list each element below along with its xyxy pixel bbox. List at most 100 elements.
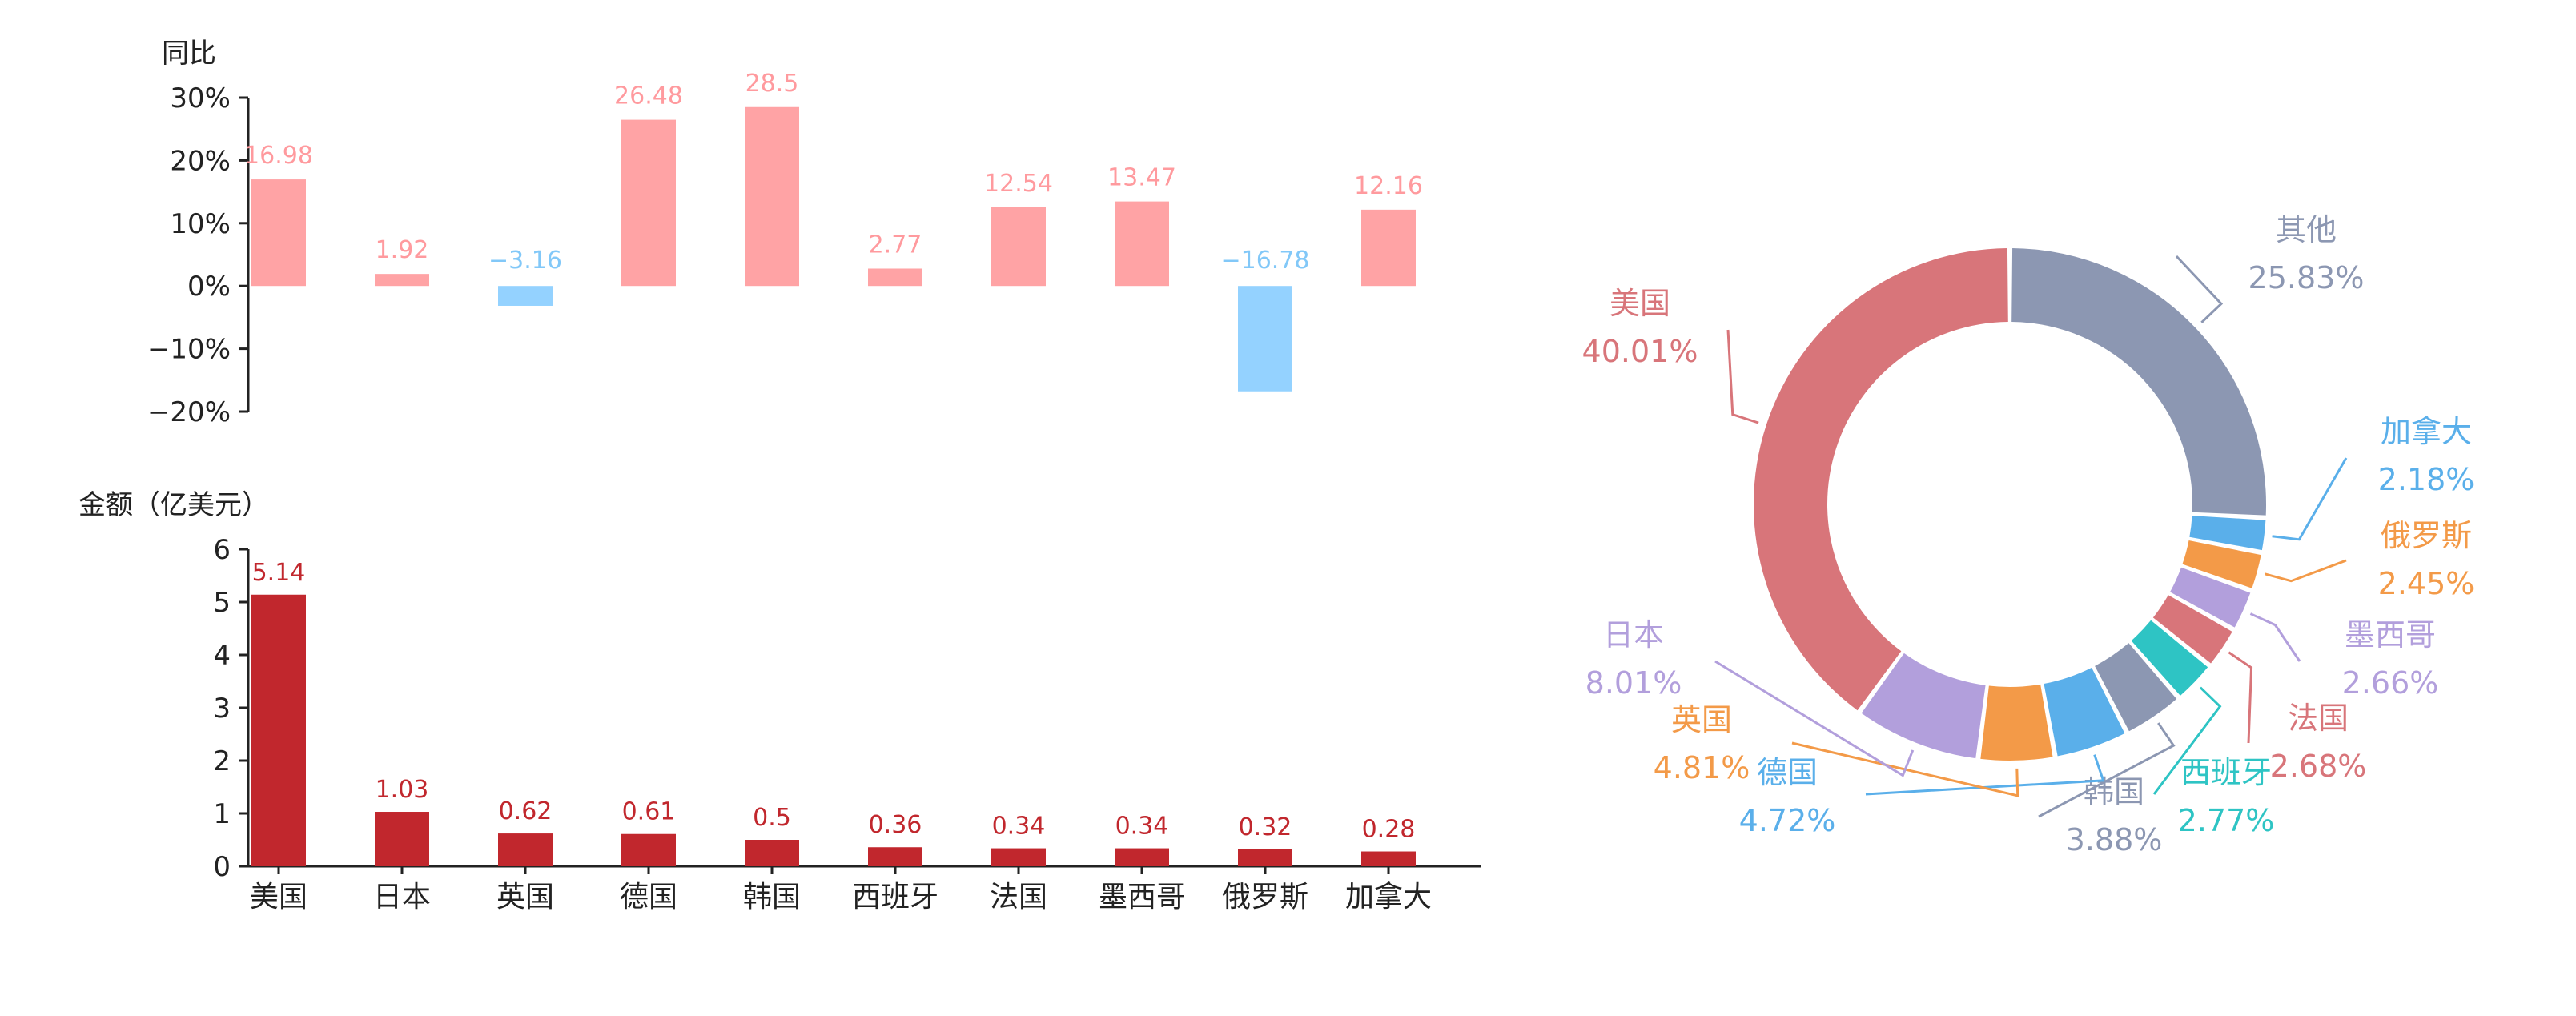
donut-leader-line [1726, 329, 1759, 424]
yoy-bar-value-label: 13.47 [1107, 164, 1176, 192]
amount-bar [1238, 849, 1292, 866]
yoy-bar-value-label: 28.5 [745, 70, 799, 98]
amount-bar-value-label: 0.61 [622, 798, 676, 826]
yoy-bar [745, 106, 799, 287]
donut-slice-name: 其他 [2276, 212, 2337, 247]
donut-slice [1980, 684, 2053, 761]
donut-slice-percent: 2.68% [2270, 749, 2367, 784]
amount-bar [868, 847, 922, 866]
donut-slice-name: 日本 [1603, 617, 1664, 653]
yoy-bar [251, 179, 306, 287]
yoy-bar-value-label: −3.16 [488, 247, 562, 275]
donut-leader-line [1791, 741, 2019, 797]
amount-bar [1115, 848, 1169, 866]
amount-bar [621, 833, 676, 866]
donut-slice-percent: 4.72% [1739, 803, 1836, 838]
donut-leader-line [2038, 722, 2176, 818]
category-label: 法国 [990, 881, 1047, 914]
donut-leader-line [1865, 754, 2105, 796]
amount-bar-value-label: 0.28 [1362, 816, 1416, 844]
donut-slice-percent: 8.01% [1585, 665, 1682, 701]
yoy-bar-value-label: 16.98 [244, 142, 313, 170]
amount-y-tick-label: 1 [213, 798, 231, 830]
category-label: 墨西哥 [1099, 881, 1185, 914]
donut-slice [2095, 643, 2177, 732]
category-label: 美国 [250, 881, 307, 914]
donut-leader-line [2249, 612, 2301, 662]
yoy-bar-value-label: 12.16 [1354, 172, 1423, 200]
yoy-bar-value-label: 1.92 [376, 236, 429, 264]
yoy-bar [375, 274, 429, 287]
donut-slice [2131, 620, 2208, 696]
donut-leader-line [2152, 686, 2222, 795]
donut-slice-percent: 2.66% [2342, 665, 2439, 701]
yoy-bar [868, 268, 922, 287]
category-label: 俄罗斯 [1222, 881, 1308, 914]
donut-slice-name: 法国 [2288, 701, 2349, 736]
amount-bar-value-label: 0.34 [992, 813, 1046, 841]
yoy-bar-value-label: −16.78 [1220, 247, 1309, 275]
donut-slice [2152, 595, 2232, 664]
amount-bar-value-label: 5.14 [252, 559, 306, 587]
yoy-bar-value-label: 26.48 [614, 82, 683, 110]
amount-bar [1361, 851, 1416, 866]
donut-slice-percent: 25.83% [2248, 260, 2365, 295]
amount-bar-value-label: 0.62 [499, 797, 553, 825]
donut-slice-percent: 2.18% [2378, 462, 2475, 497]
yoy-y-tick-label: −20% [147, 396, 231, 428]
amount-y-tick-label: 6 [213, 534, 231, 566]
amount-bar-value-label: 0.34 [1115, 813, 1169, 841]
category-label: 德国 [620, 881, 677, 914]
donut-leader-line [2175, 255, 2224, 323]
yoy-bar-chart: 同比 30% 20% 10% 0% −10% −20% 16.98 1.92 −3.16 26.4… [147, 38, 1423, 428]
donut-slice-percent: 2.45% [2378, 566, 2475, 601]
amount-bar [745, 840, 799, 866]
yoy-y-tick-label: 30% [170, 82, 231, 114]
yoy-bar [991, 207, 1046, 287]
donut-leader-line [1714, 660, 1915, 777]
yoy-bar-value-label: 2.77 [869, 231, 922, 259]
share-donut-chart: 其他 25.83% 加拿大 2.18% 俄罗斯 2.45% 墨西哥 2.66%法国 2.68%西… [1582, 212, 2475, 857]
amount-axis-title: 金额（亿美元） [78, 489, 269, 521]
donut-slice-name: 西班牙 [2180, 755, 2272, 790]
amount-bar-value-label: 0.5 [753, 804, 791, 832]
yoy-bar [498, 286, 553, 306]
donut-slice [2011, 248, 2266, 516]
donut-slice-name: 墨西哥 [2345, 617, 2436, 653]
yoy-axis-title: 同比 [162, 38, 216, 70]
yoy-bar [1238, 286, 1292, 392]
yoy-y-tick-label: 0% [187, 271, 231, 303]
category-label: 韩国 [743, 881, 801, 914]
donut-slice-percent: 4.81% [1654, 750, 1750, 785]
amount-y-tick-label: 3 [213, 693, 231, 725]
category-label: 加拿大 [1345, 881, 1432, 914]
yoy-y-tick-label: −10% [147, 334, 231, 366]
yoy-bar [1361, 209, 1416, 287]
amount-bar-value-label: 1.03 [376, 776, 429, 804]
donut-slice-percent: 3.88% [2066, 822, 2163, 857]
amount-bar-value-label: 0.32 [1239, 813, 1292, 841]
donut-slice [2189, 516, 2266, 551]
yoy-bar [621, 119, 676, 287]
donut-slice-name: 俄罗斯 [2381, 518, 2472, 553]
donut-slice-name: 德国 [1757, 755, 1818, 790]
donut-slice [2044, 667, 2125, 757]
donut-slice [1861, 653, 1986, 759]
donut-slice-name: 加拿大 [2381, 414, 2472, 449]
yoy-y-tick-label: 10% [170, 208, 231, 240]
donut-slice-name: 韩国 [2084, 774, 2144, 809]
donut-slice-name: 英国 [1671, 702, 1732, 737]
amount-bar [991, 848, 1046, 866]
donut-leader-line [2264, 559, 2347, 583]
category-label: 西班牙 [852, 881, 938, 914]
amount-bar [251, 594, 306, 866]
amount-bar [498, 833, 553, 866]
yoy-bar [1115, 201, 1169, 287]
yoy-bar-value-label: 12.54 [984, 170, 1053, 198]
donut-slice [2182, 540, 2261, 588]
yoy-y-tick-label: 20% [170, 145, 231, 177]
amount-y-tick-label: 2 [213, 745, 231, 777]
donut-slice-percent: 40.01% [1582, 334, 1698, 369]
donut-slice [1754, 248, 2008, 711]
